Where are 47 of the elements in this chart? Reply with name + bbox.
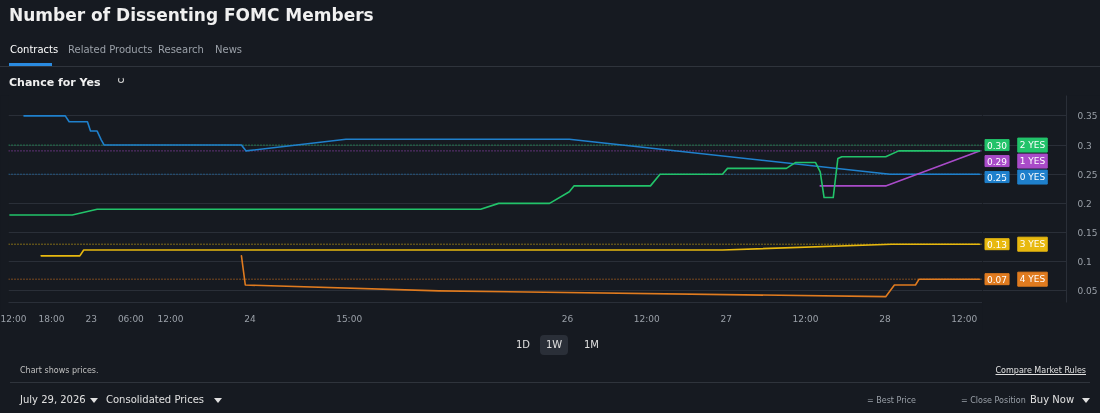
y-tick-label: 0.15: [1077, 228, 1098, 239]
text: Consolidated Prices: [106, 393, 205, 407]
legend-label: 0 YES: [1019, 172, 1046, 183]
x-tick-label: 26: [561, 313, 574, 324]
text: 1D: [515, 338, 532, 352]
text: 1M: [583, 338, 600, 352]
x-tick-label: 12:00: [951, 313, 978, 324]
legend-label: 3 YES: [1019, 239, 1046, 250]
y-tick-label: 0.2: [1077, 198, 1092, 209]
chart-subtitle: Chance for Yes: [9, 75, 101, 91]
text: = Close Position: [961, 395, 1026, 407]
ref-line-label: 0.25: [987, 172, 1008, 183]
text: Compare Market Rules: [995, 365, 1086, 377]
text: Related Products: [68, 43, 153, 57]
y-tick-label: 0.05: [1077, 286, 1098, 297]
text: = Best Price: [867, 395, 917, 407]
x-tick-label: 15:00: [336, 313, 363, 324]
text: Contracts: [10, 43, 59, 57]
ref-line-label: 0.13: [987, 239, 1008, 250]
x-tick-label: 23: [85, 313, 97, 324]
x-tick-label: 12:00: [157, 313, 184, 324]
text: News: [215, 43, 243, 57]
x-tick-label: 06:00: [117, 313, 145, 324]
ref-line-label: 0.29: [987, 156, 1008, 167]
line-series: [9, 150, 981, 216]
legend-label: 2 YES: [1019, 140, 1046, 151]
x-tick-label: 12:00: [0, 313, 27, 324]
y-tick-label: 0.3: [1077, 140, 1092, 151]
text: Buy Now: [1030, 393, 1075, 407]
text: July 29, 2026: [20, 393, 86, 407]
chart-title: Number of Dissenting FOMC Members: [9, 4, 374, 27]
ref-line-label: 0.07: [987, 274, 1008, 285]
x-tick-label: 18:00: [38, 313, 65, 324]
x-tick-label: 12:00: [633, 313, 661, 324]
text: 1W: [540, 335, 569, 356]
y-tick-label: 0.25: [1077, 169, 1098, 180]
text: Chart shows prices.: [20, 365, 99, 377]
x-tick-label: 12:00: [792, 313, 819, 324]
text: Research: [158, 43, 204, 57]
x-tick-label: 28: [879, 313, 891, 324]
y-tick-label: 0.1: [1077, 257, 1092, 268]
ref-line-label: 0.30: [987, 140, 1008, 151]
x-tick-label: 24: [244, 313, 256, 324]
y-tick-label: 0.35: [1077, 111, 1098, 122]
x-tick-label: 27: [720, 313, 732, 324]
legend-label: 1 YES: [1019, 156, 1046, 167]
legend-label: 4 YES: [1019, 274, 1046, 285]
